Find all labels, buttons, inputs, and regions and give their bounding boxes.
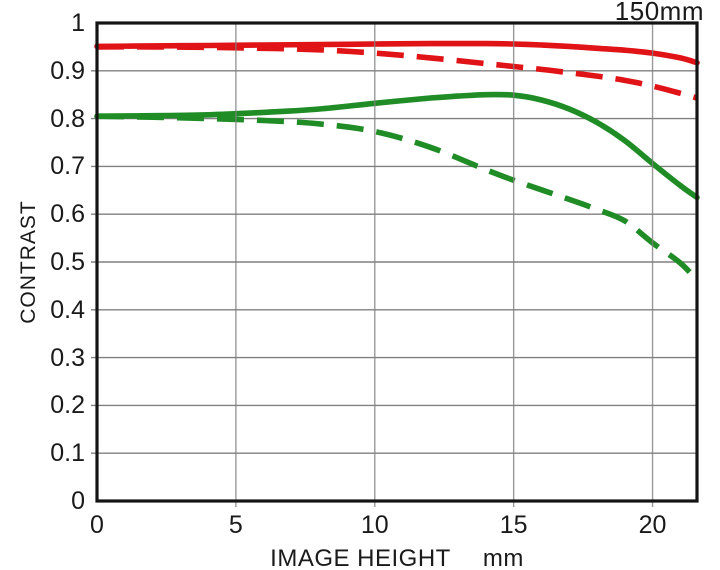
y-tick-label: 0.2 [50,391,85,420]
y-tick-label: 0.5 [50,248,85,276]
x-tick-label: 5 [228,511,243,539]
x-tick-label: 15 [499,511,528,539]
y-tick-label: 0.6 [50,200,85,229]
y-tick-label: 0 [71,487,85,515]
x-tick-label: 20 [638,511,667,539]
chart-curves [94,40,700,283]
series-red-dashed [96,44,698,101]
x-axis-title-text: IMAGE HEIGHT [270,545,451,570]
y-tick-label: 0.3 [50,343,85,372]
y-tick-label: 0.9 [50,56,85,85]
x-tick-label: 10 [360,511,389,539]
series-green-dashed [96,113,700,283]
y-tick-label: 1 [71,9,85,37]
plot-frame [95,21,699,503]
x-axis-title: IMAGE HEIGHT mm [97,545,697,570]
grid-vertical-lines [235,23,654,507]
y-tick-label: 0.4 [50,295,85,324]
y-tick-label: 0.7 [50,152,85,181]
y-tick-label: 0.1 [50,439,85,468]
chart-title: 150mm [614,0,704,26]
series-green-solid [94,91,700,201]
x-tick-label: 0 [90,511,104,539]
y-tick-label: 0.8 [50,104,85,133]
x-axis-unit: mm [482,545,524,570]
